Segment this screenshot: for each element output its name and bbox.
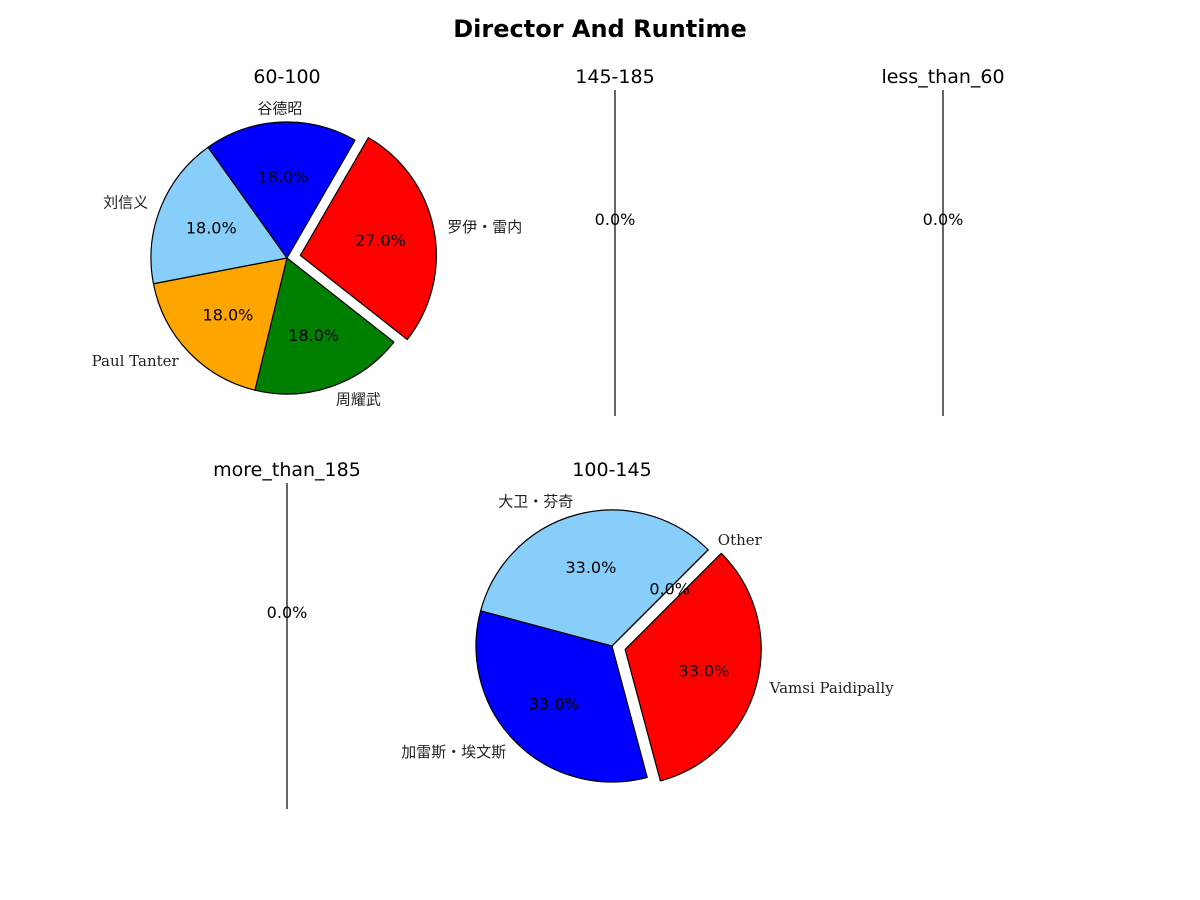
pie-category-label: 周耀武 [336, 390, 381, 408]
pie-category-label: Other [718, 531, 763, 549]
pie-pct-label: 18.0% [288, 326, 339, 345]
pie-pct-label: 33.0% [679, 662, 730, 681]
pie-pct-label: 0.0% [649, 579, 690, 598]
pie-chart-1: 60-100 27.0% 罗伊・雷内 18.0% 周耀武 18.0% Paul Tanter… [92, 66, 523, 408]
pie-pct-label: 18.0% [203, 305, 254, 324]
pie-category-label: Vamsi Paidipally [769, 679, 895, 697]
pie-pct-label: 33.0% [565, 558, 616, 577]
pie-category-label: 大卫・芬奇 [498, 492, 573, 510]
pie-pct-label: 18.0% [186, 219, 237, 238]
pie-slice [480, 509, 709, 647]
subplot-title: less_than_60 [881, 66, 1004, 88]
subplot-title: 60-100 [253, 66, 320, 88]
subplot-title: more_than_185 [213, 459, 361, 481]
pie-chart-4: more_than_185 0.0% [213, 459, 361, 809]
pie-slice [254, 257, 395, 395]
pie-slice [150, 146, 288, 285]
pie-pct-label: 27.0% [355, 231, 406, 250]
pie-pct-label: 0.0% [267, 603, 308, 622]
pie-pct-label: 0.0% [923, 210, 964, 229]
pie-pct-label: 33.0% [529, 695, 580, 714]
pie-category-label: 谷德昭 [257, 100, 302, 118]
pie-pct-label: 0.0% [595, 210, 636, 229]
pie-slice [624, 552, 762, 782]
pie-chart-2: 145-185 0.0% [575, 66, 655, 416]
pie-slice [475, 610, 648, 783]
subplot-title: 100-145 [572, 459, 651, 481]
pie-category-label: 刘信义 [103, 193, 148, 211]
pie-chart-5: 100-145 33.0% Vamsi Paidipally 33.0% 加雷斯・埃文斯… [401, 459, 895, 783]
pie-category-label: 罗伊・雷内 [447, 218, 522, 236]
pie-category-label: Paul Tanter [92, 352, 180, 370]
pie-category-label: 加雷斯・埃文斯 [401, 743, 506, 761]
subplot-title: 145-185 [575, 66, 654, 88]
pie-pct-label: 18.0% [258, 167, 309, 186]
pie-slice [207, 121, 356, 259]
pie-slice [611, 549, 709, 647]
pie-slice [152, 257, 288, 391]
pie-chart-3: less_than_60 0.0% [881, 66, 1005, 416]
subplots: 60-100 27.0% 罗伊・雷内 18.0% 周耀武 18.0% Paul Tanter… [92, 66, 1005, 809]
chart-title: Director And Runtime [453, 15, 746, 43]
pie-slice [299, 137, 437, 341]
